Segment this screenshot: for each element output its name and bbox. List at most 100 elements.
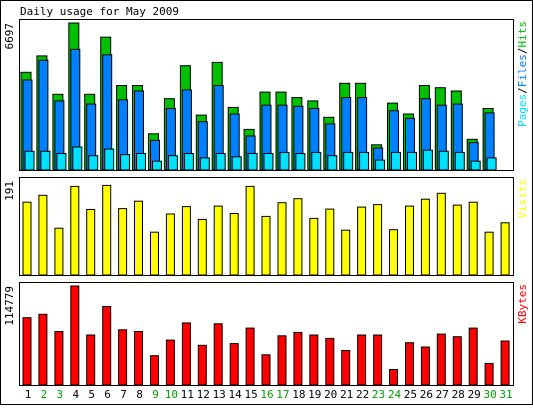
day-label-15: 15 [244, 388, 257, 401]
bar-visits-day-9 [150, 231, 159, 276]
bar-kbytes-day-16 [261, 354, 271, 386]
bar-visits-day-17 [277, 202, 287, 276]
day-label-17: 17 [276, 388, 289, 401]
legend-top-part-3: / [516, 48, 529, 55]
bar-kbytes-day-26 [420, 346, 430, 386]
bar-pages-day-6 [104, 148, 115, 171]
bar-visits-day-25 [405, 205, 414, 276]
bar-visits-day-28 [452, 204, 462, 276]
bar-pages-day-11 [183, 153, 194, 171]
bar-pages-day-19 [311, 151, 322, 171]
day-label-5: 5 [88, 388, 95, 401]
bar-visits-day-26 [420, 198, 430, 276]
bar-visits-day-15 [245, 185, 255, 276]
panel-top: 6697 Pages/Files/Hits [3, 19, 529, 171]
bar-visits-day-27 [436, 192, 446, 276]
bar-kbytes-day-24 [389, 369, 398, 386]
bar-pages-day-23 [375, 159, 386, 171]
bar-kbytes-day-1 [22, 317, 32, 386]
bar-kbytes-day-11 [181, 322, 191, 386]
bar-pages-day-16 [263, 153, 274, 171]
bar-visits-day-11 [181, 206, 191, 276]
bar-pages-day-28 [454, 151, 465, 171]
bar-pages-day-20 [327, 155, 338, 171]
bar-pages-day-30 [486, 157, 497, 171]
bar-visits-day-1 [22, 201, 32, 276]
bar-pages-day-22 [359, 151, 370, 171]
day-label-23: 23 [372, 388, 385, 401]
bar-pages-day-8 [136, 153, 146, 171]
day-label-14: 14 [228, 388, 242, 401]
bar-visits-day-19 [309, 217, 319, 276]
panel-top-max-label: 6697 [3, 23, 16, 50]
bar-pages-day-24 [391, 151, 401, 171]
day-label-30: 30 [483, 388, 496, 401]
bar-visits-day-7 [118, 208, 128, 276]
day-label-4: 4 [72, 388, 79, 401]
bar-kbytes-day-31 [500, 340, 510, 386]
bar-pages-day-17 [279, 151, 290, 171]
bar-pages-day-12 [199, 157, 210, 171]
panel-top-legend: Pages/Files/Hits [516, 21, 529, 127]
legend-top-part-2: Files [516, 54, 529, 87]
day-label-3: 3 [56, 388, 63, 401]
bar-visits-day-20 [325, 208, 335, 276]
day-label-27: 27 [436, 388, 449, 401]
bar-kbytes-day-21 [341, 350, 351, 386]
bar-kbytes-day-7 [118, 329, 128, 386]
bar-pages-day-29 [470, 160, 481, 171]
bar-visits-day-6 [102, 184, 112, 276]
panel-bottom-max-label: 114779 [3, 286, 16, 326]
bar-kbytes-day-8 [134, 331, 143, 386]
bar-visits-day-30 [484, 231, 494, 276]
bar-pages-day-25 [407, 151, 417, 171]
bar-pages-day-27 [438, 150, 449, 171]
bar-kbytes-day-15 [245, 327, 255, 386]
legend-middle-part-0: Visits [516, 179, 529, 219]
day-label-21: 21 [340, 388, 353, 401]
day-label-28: 28 [452, 388, 465, 401]
day-label-22: 22 [356, 388, 369, 401]
bar-visits-day-10 [165, 213, 175, 276]
bar-visits-day-3 [54, 227, 64, 276]
bar-visits-day-2 [38, 194, 48, 276]
bar-kbytes-day-5 [86, 334, 96, 386]
day-label-8: 8 [136, 388, 143, 401]
day-label-24: 24 [388, 388, 402, 401]
bar-kbytes-day-13 [213, 323, 223, 386]
bar-pages-day-3 [56, 153, 67, 171]
bar-kbytes-day-6 [102, 306, 112, 386]
day-label-9: 9 [152, 388, 159, 401]
day-label-18: 18 [292, 388, 305, 401]
day-label-31: 31 [499, 388, 512, 401]
bar-pages-day-18 [295, 153, 306, 171]
bar-pages-day-14 [231, 156, 242, 171]
bar-visits-day-22 [357, 206, 367, 276]
bar-pages-day-9 [152, 160, 162, 171]
bar-pages-day-15 [247, 153, 258, 171]
bar-pages-day-7 [120, 154, 131, 171]
bar-kbytes-day-4 [70, 285, 80, 386]
day-label-29: 29 [468, 388, 481, 401]
bar-visits-day-4 [70, 185, 80, 276]
bar-visits-day-13 [213, 205, 223, 276]
bar-kbytes-day-12 [197, 344, 207, 386]
day-label-2: 2 [41, 388, 48, 401]
panel-middle-max-label: 191 [3, 181, 16, 201]
bar-kbytes-day-9 [150, 355, 159, 386]
bar-visits-day-16 [261, 215, 271, 276]
day-label-16: 16 [260, 388, 273, 401]
panel-bottom-legend: KBytes [516, 284, 529, 324]
legend-top-part-4: Hits [516, 21, 529, 48]
panel-bottom: 114779 KBytes [3, 282, 529, 386]
bar-pages-day-2 [40, 150, 51, 171]
bar-kbytes-day-28 [452, 336, 462, 386]
day-label-25: 25 [404, 388, 417, 401]
bar-visits-day-23 [373, 204, 383, 276]
day-label-6: 6 [104, 388, 111, 401]
bar-kbytes-day-2 [38, 313, 48, 386]
bar-kbytes-day-30 [484, 362, 494, 386]
day-label-20: 20 [324, 388, 337, 401]
bar-visits-day-24 [389, 229, 398, 276]
